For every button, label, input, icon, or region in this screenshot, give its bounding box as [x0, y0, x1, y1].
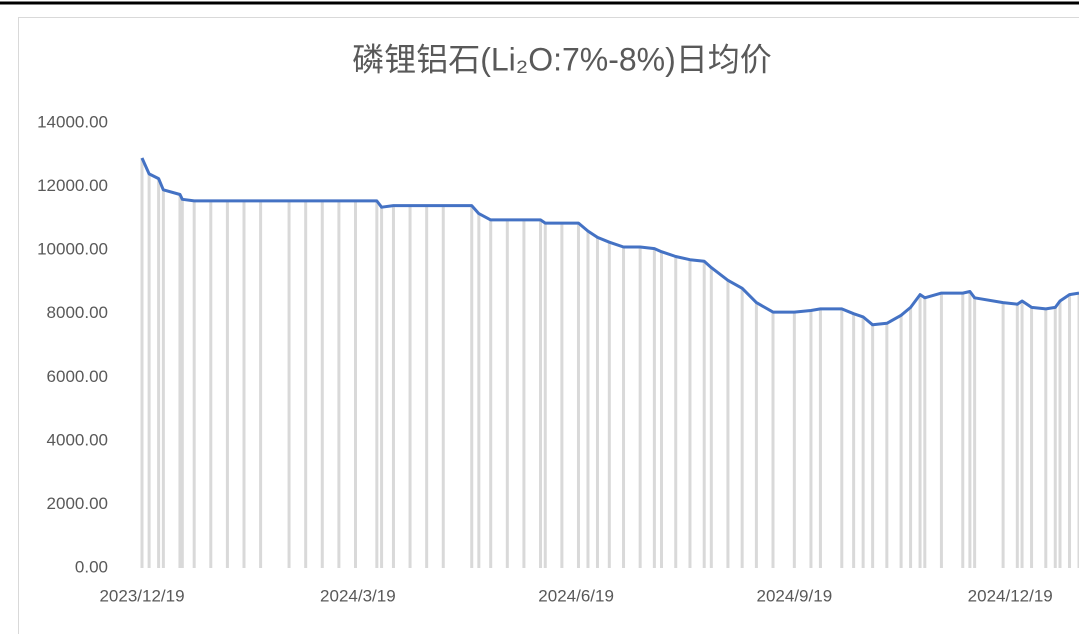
bar: [140, 157, 144, 568]
bar: [576, 223, 580, 568]
bar: [157, 178, 161, 568]
bar: [1020, 301, 1024, 568]
bar: [899, 315, 903, 568]
y-tick-label: 12000.00: [37, 176, 108, 195]
bar: [380, 207, 384, 568]
bar: [192, 200, 196, 568]
bar: [161, 189, 165, 568]
x-tick-label: 2023/12/19: [99, 586, 184, 605]
bar: [1068, 294, 1072, 568]
bar: [595, 237, 599, 568]
bar: [1058, 301, 1062, 568]
bar: [607, 242, 611, 569]
chart-frame: [18, 17, 1079, 634]
bar: [320, 200, 324, 568]
bar: [287, 200, 291, 568]
bar: [543, 223, 547, 568]
bar: [477, 213, 481, 568]
y-tick-label: 0.00: [75, 557, 108, 576]
bar: [771, 312, 775, 568]
y-tick-label: 10000.00: [37, 240, 108, 259]
bar: [539, 219, 543, 569]
bar: [961, 293, 965, 568]
bar: [225, 200, 229, 568]
bar: [688, 259, 692, 568]
bar: [1030, 307, 1034, 568]
bar: [818, 308, 822, 568]
y-tick-label: 14000.00: [37, 112, 108, 131]
bar: [939, 293, 943, 568]
y-tick-label: 4000.00: [47, 430, 108, 449]
x-tick-label: 2024/12/19: [968, 586, 1053, 605]
bar: [840, 308, 844, 568]
y-tick-label: 8000.00: [47, 303, 108, 322]
price-line: [140, 157, 1079, 327]
bar: [968, 291, 972, 568]
bar: [871, 324, 875, 568]
bar: [709, 267, 713, 568]
bar: [638, 246, 642, 568]
bar: [809, 310, 813, 568]
bar: [441, 205, 445, 568]
bar: [560, 223, 564, 568]
x-tick-label: 2024/3/19: [320, 586, 396, 605]
bar: [180, 199, 184, 569]
bar: [674, 256, 678, 568]
bar: [652, 248, 656, 568]
bar: [909, 307, 913, 568]
bar: [470, 205, 474, 568]
bar: [973, 297, 977, 568]
bar: [147, 173, 151, 568]
bar: [740, 288, 744, 568]
bar: [391, 205, 395, 568]
y-tick-label: 6000.00: [47, 367, 108, 386]
bar: [726, 280, 730, 568]
bar: [353, 200, 357, 568]
bar: [178, 194, 182, 568]
bar: [1001, 302, 1005, 568]
bar: [861, 316, 865, 568]
bar: [337, 200, 341, 568]
bar: [522, 219, 526, 569]
bar: [660, 251, 664, 568]
bar: [259, 200, 263, 568]
bar: [1077, 293, 1079, 568]
bar: [1053, 307, 1057, 568]
bar: [885, 323, 889, 568]
bar: [852, 313, 856, 568]
bar: [1044, 308, 1048, 568]
bar: [375, 200, 379, 568]
bar: [792, 312, 796, 568]
bar: [923, 297, 927, 568]
bar: [505, 219, 509, 569]
bar: [754, 302, 758, 568]
bar: [1015, 304, 1019, 568]
bar: [242, 200, 246, 568]
x-tick-label: 2024/9/19: [757, 586, 833, 605]
bar: [304, 200, 308, 568]
y-tick-label: 2000.00: [47, 494, 108, 513]
bar: [918, 294, 922, 568]
bar: [622, 246, 626, 568]
x-tick-label: 2024/6/19: [538, 586, 614, 605]
chart-title: 磷锂铝石(Li₂O:7%-8%)日均价: [352, 41, 772, 77]
bar: [489, 219, 493, 569]
bar: [586, 231, 590, 569]
bar: [209, 200, 213, 568]
bar: [408, 205, 412, 568]
bar: [425, 205, 429, 568]
bar: [702, 261, 706, 568]
